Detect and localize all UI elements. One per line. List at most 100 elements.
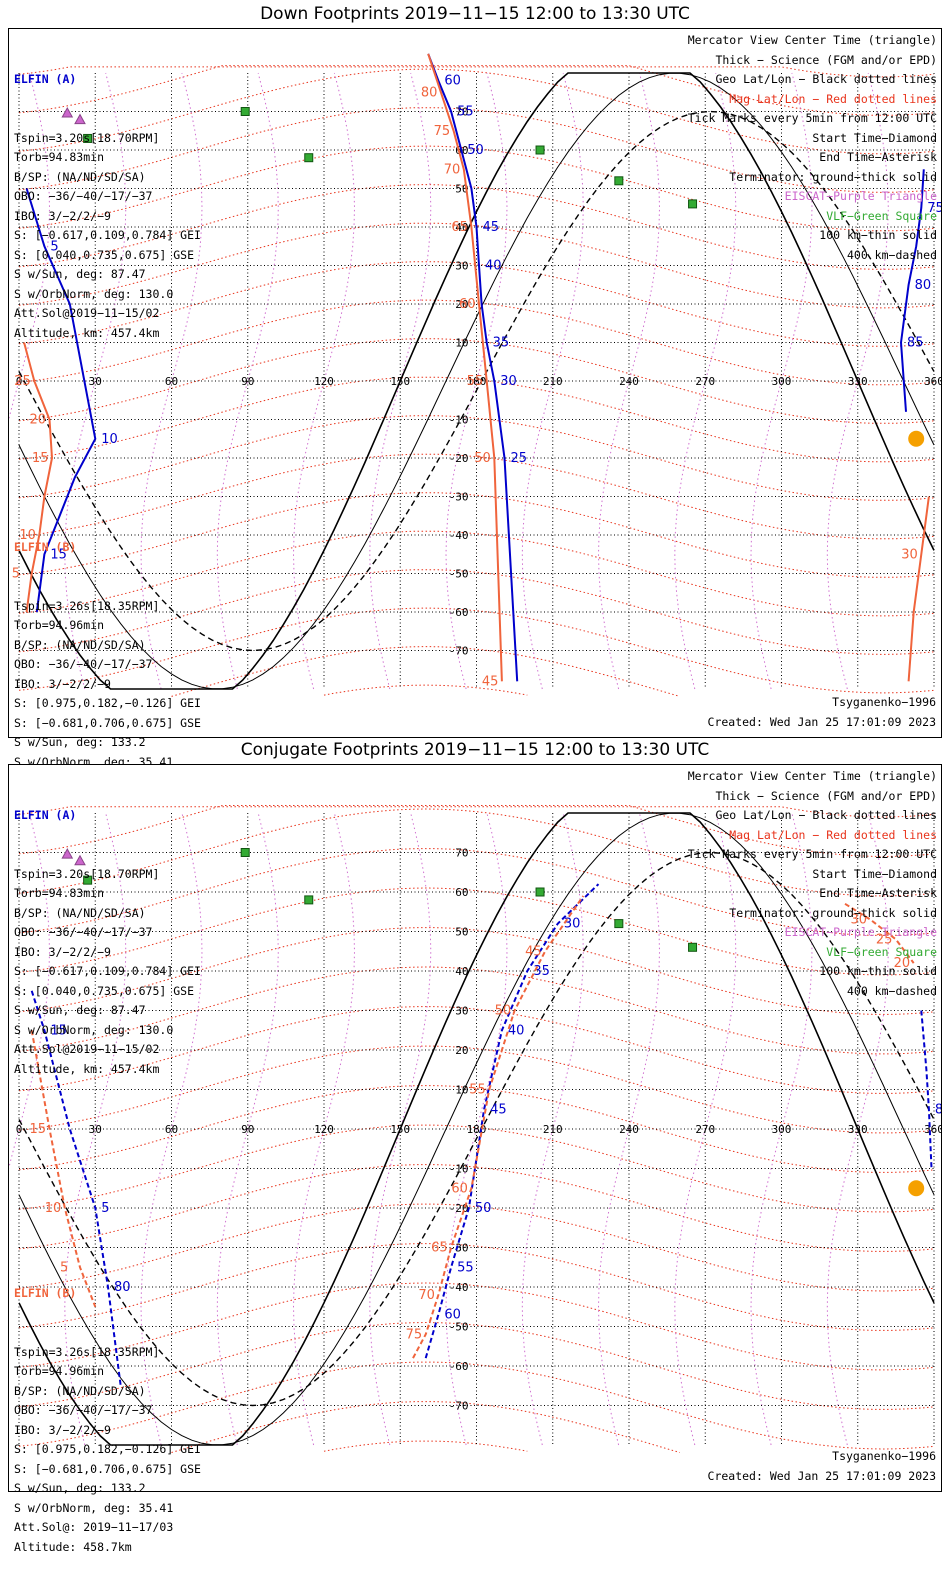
track-time-label: 60 <box>451 1181 468 1196</box>
x-tick-label: 360 <box>924 375 941 388</box>
x-tick-label: 330 <box>848 1123 868 1136</box>
track-time-label: 85 <box>907 336 924 351</box>
info-line: Att.Sol@2019−11−15/02 <box>14 1042 160 1056</box>
terminator-100km <box>18 812 935 1446</box>
created-timestamp: Created: Wed Jan 25 17:01:09 2023 <box>707 715 936 729</box>
elfin-b-track <box>427 53 503 682</box>
legend-entry: Geo Lat/Lon − Black dotted lines <box>715 808 937 822</box>
elfin-a-header: ELFIN (A) <box>14 808 77 822</box>
info-line: IBO: 3/−2/2/−9 <box>14 944 111 959</box>
elfin-a-track <box>899 169 925 412</box>
track-time-label: 5 <box>60 1260 68 1275</box>
track-time-label: 30 <box>901 547 918 562</box>
legend-entry: VLF−Green Square <box>826 208 937 223</box>
mag-lon-line <box>292 72 356 690</box>
info-line: S w/OrbNorm, deg: 35.41 <box>14 1500 174 1515</box>
map-plot: 0 30 60 90 120 150 180 210 240 270 300 330 360706050… <box>9 805 941 1453</box>
x-tick-label: 120 <box>314 375 334 388</box>
mag-lat-line <box>18 66 935 78</box>
track-time-label: 5 <box>12 567 20 582</box>
terminator-400km <box>18 851 935 1407</box>
y-tick-label: 10 <box>455 337 468 350</box>
y-tick-label: -60 <box>449 606 469 619</box>
track-time-label: 50 <box>495 1004 512 1019</box>
track-time-label: 50 <box>467 143 484 158</box>
legend-entry: Terminator: ground−thick solid <box>729 169 937 184</box>
y-tick-label: 70 <box>455 106 468 119</box>
track-time-label: 10 <box>45 1201 62 1216</box>
elfin-b-header: ELFIN (B) <box>14 540 77 554</box>
sun-icon <box>908 1180 925 1197</box>
mag-lon-line <box>64 72 127 690</box>
y-tick-label: 40 <box>455 965 468 978</box>
mag-lat-line <box>18 65 935 116</box>
track-time-label: 45 <box>483 220 500 235</box>
y-tick-label: -70 <box>449 645 469 658</box>
track-time-label: 50 <box>475 1201 492 1216</box>
legend-entry: Mag Lat/Lon − Red dotted lines <box>729 827 937 842</box>
model-label: Tsyganenko−1996 <box>832 1449 936 1463</box>
info-line: S: [0.040,0.735,0.675] GSE <box>14 247 195 262</box>
vlf-station-marker <box>614 176 624 186</box>
track-time-label: 75 <box>434 124 451 139</box>
elfin-b-track <box>30 1030 97 1308</box>
elfin-b-header: ELFIN (B) <box>14 1286 77 1300</box>
elfin-b-lines: Tspin=3.26s[18.35RPM] Torb=94.96min B/SP: … <box>14 1343 201 1558</box>
info-line: Torb=94.83min <box>14 150 105 164</box>
track-time-label: 55 <box>457 105 474 120</box>
legend-entry: VLF−Green Square <box>826 944 937 959</box>
info-line: B/SP: (NA/ND/SD/SA) <box>14 905 146 920</box>
info-line: OBO: −36/−40/−17/−37 <box>14 1403 153 1417</box>
y-tick-label: -10 <box>449 414 469 427</box>
elfin-a-track <box>25 188 97 613</box>
legend-entry: 100 km−thin solid <box>819 228 937 242</box>
legend-entry: Geo Lat/Lon − Black dotted lines <box>715 72 937 86</box>
y-tick-label: -40 <box>449 529 469 542</box>
info-line: B/SP: (NA/ND/SD/SA) <box>14 169 146 184</box>
info-line: Altitude: 458.7km <box>14 1539 132 1554</box>
info-line: S w/OrbNorm, deg: 130.0 <box>14 286 174 301</box>
x-tick-label: 270 <box>695 1123 715 1136</box>
x-tick-label: 300 <box>772 1123 792 1136</box>
y-tick-label: 20 <box>455 298 468 311</box>
elfin-a-track <box>427 53 519 682</box>
y-tick-label: -10 <box>449 1163 469 1176</box>
track-time-label: 25 <box>510 451 527 466</box>
x-tick-label: 210 <box>543 1123 563 1136</box>
terminator-ground <box>18 72 935 690</box>
elfin-b-track <box>23 342 54 613</box>
conjugate-footprints-panel: 0 30 60 90 120 150 180 210 240 270 300 330 360 70 60 50… <box>8 764 942 1554</box>
legend-entry: Mag Lat/Lon − Red dotted lines <box>729 91 937 106</box>
track-time-label: 5 <box>101 1201 109 1216</box>
elfin-a-header: ELFIN (A) <box>14 72 77 86</box>
terminator-400km <box>18 110 935 652</box>
info-line: S: [0.040,0.735,0.675] GSE <box>14 983 195 998</box>
mag-lat-line <box>171 646 680 697</box>
map-legend: Mercator View Center Time (triangle) Thic… <box>688 31 937 265</box>
info-line: B/SP: (NA/ND/SD/SA) <box>14 637 146 652</box>
elfin-b-track <box>907 496 930 682</box>
track-time-label: 45 <box>525 944 542 959</box>
mag-lon-line <box>216 72 279 690</box>
x-tick-label: 240 <box>619 1123 639 1136</box>
legend-entry: 400 km−dashed <box>846 247 937 262</box>
legend-entry: EISCAT−Purple Triangle <box>784 189 937 203</box>
track-time-label: 80 <box>915 278 932 293</box>
chart-title: Down Footprints 2019−11−15 12:00 to 13:3… <box>260 4 690 24</box>
track-time-label: 15 <box>32 451 49 466</box>
track-time-label: 15 <box>50 1023 67 1038</box>
track-time-label: 60 <box>459 297 476 312</box>
x-tick-label: 150 <box>390 375 410 388</box>
mag-lon-line <box>750 72 813 690</box>
info-line: Torb=94.96min <box>14 1364 105 1378</box>
map-plot: 0 30 60 90 120 150 180 210 240 270 300 330 360706050… <box>9 53 941 697</box>
x-tick-label: 90 <box>241 375 254 388</box>
terminator-100km <box>18 72 935 690</box>
mag-lon-line <box>674 72 737 690</box>
info-line: S: [0.975,0.182,−0.126] GEI <box>14 696 201 710</box>
eiscat-marker <box>74 113 86 125</box>
track-time-label: 10 <box>19 528 36 543</box>
elfin-a-track <box>30 990 122 1386</box>
info-line: S: [−0.681,0.706,0.675] GSE <box>14 715 201 730</box>
vlf-station-marker <box>83 875 93 885</box>
